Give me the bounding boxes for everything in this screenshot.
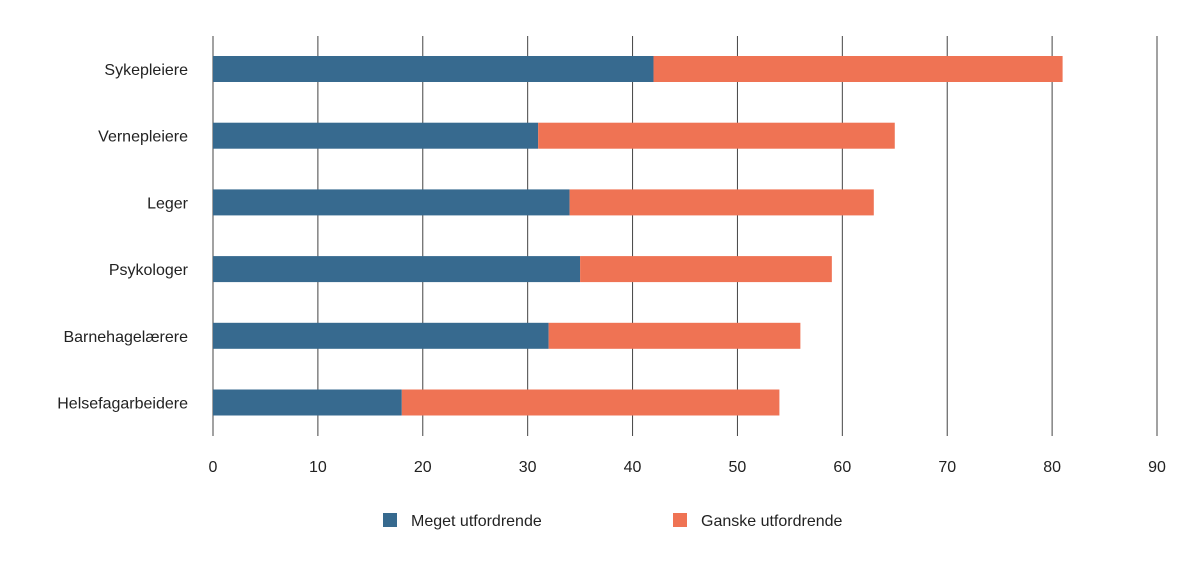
x-tick-label: 40 (624, 459, 642, 476)
legend-swatch (673, 513, 687, 527)
bar-meget (213, 189, 570, 216)
bar-ganske (653, 56, 1063, 82)
category-label: Barnehagelærere (63, 329, 188, 346)
category-label: Leger (147, 195, 189, 212)
x-tick-label: 50 (729, 459, 747, 476)
x-tick-label: 0 (209, 459, 218, 476)
bar-ganske (580, 256, 832, 283)
x-tick-label: 80 (1043, 459, 1061, 476)
x-tick-label: 20 (414, 459, 432, 476)
bar-ganske (569, 189, 874, 216)
bar-meget (213, 122, 539, 149)
bar-meget (213, 56, 654, 82)
bar-meget (213, 389, 402, 416)
bar-meget (213, 322, 549, 349)
category-label: Psykologer (109, 262, 189, 279)
bar-ganske (538, 122, 895, 149)
legend-swatch (383, 513, 397, 527)
x-tick-label: 70 (938, 459, 956, 476)
legend-label: Meget utfordrende (411, 513, 542, 530)
category-label: Sykepleiere (104, 62, 188, 79)
x-tick-label: 90 (1148, 459, 1166, 476)
category-label: Vernepleiere (98, 129, 188, 146)
bar-meget (213, 256, 581, 283)
category-label: Helsefagarbeidere (57, 396, 188, 413)
bar-ganske (548, 322, 801, 349)
x-tick-label: 30 (519, 459, 537, 476)
x-tick-label: 10 (309, 459, 327, 476)
x-tick-label: 60 (833, 459, 851, 476)
legend-label: Ganske utfordrende (701, 513, 843, 530)
bar-ganske (401, 389, 780, 416)
